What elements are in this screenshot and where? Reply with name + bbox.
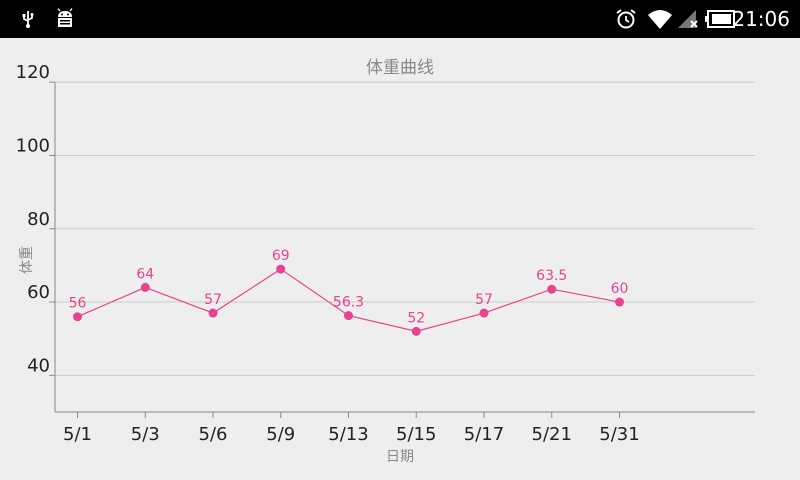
data-point [344, 311, 353, 321]
series-layer [73, 264, 624, 336]
x-tick-label: 5/3 [131, 424, 160, 445]
android-debug-icon [57, 8, 73, 27]
y-tick-label: 120 [16, 62, 50, 83]
usb-icon [22, 11, 34, 28]
x-tick-label: 5/31 [599, 424, 639, 445]
data-label: 69 [272, 248, 290, 264]
status-bar: 21:06 [0, 0, 800, 38]
data-point [615, 297, 624, 307]
weight-chart: 40 60 80 100 120 5/1 5/3 5/6 5/9 5/13 5/15 5/17 5/21… [16, 58, 755, 465]
data-label: 57 [475, 292, 493, 308]
x-tick-label: 5/13 [328, 424, 368, 445]
clock: 21:06 [732, 7, 790, 31]
axis-layer [49, 81, 755, 418]
data-label: 56 [69, 296, 87, 312]
x-axis-title: 日期 [386, 449, 414, 465]
y-tick-label: 40 [27, 355, 50, 376]
no-signal-icon [678, 10, 698, 28]
data-point [73, 312, 82, 322]
x-tick-label: 5/1 [63, 424, 92, 445]
y-tick-label: 100 [16, 135, 50, 156]
y-tick-label: 80 [27, 209, 50, 230]
data-point [411, 326, 421, 336]
data-label: 63.5 [536, 268, 567, 284]
wifi-icon [648, 10, 672, 29]
chart-title: 体重曲线 [366, 58, 434, 78]
data-label: 56.3 [333, 295, 364, 311]
data-point [276, 264, 286, 274]
tick-layer: 40 60 80 100 120 5/1 5/3 5/6 5/9 5/13 5/15 5/17 5/21… [16, 62, 640, 445]
x-tick-label: 5/9 [266, 424, 295, 445]
battery-icon [705, 10, 735, 28]
x-tick-label: 5/6 [199, 424, 228, 445]
alarm-icon [616, 9, 636, 29]
x-tick-label: 5/21 [532, 424, 572, 445]
y-tick-label: 60 [27, 282, 50, 303]
data-label: 64 [136, 266, 154, 282]
x-tick-label: 5/17 [464, 424, 504, 445]
data-point [479, 308, 489, 318]
x-tick-label: 5/15 [396, 424, 436, 445]
data-point [547, 284, 557, 294]
data-point [140, 282, 150, 292]
data-label: 60 [611, 281, 629, 297]
y-axis-title: 体重 [19, 246, 35, 274]
data-label: 57 [204, 292, 222, 308]
grid-layer [55, 81, 755, 376]
chart-panel: 40 60 80 100 120 5/1 5/3 5/6 5/9 5/13 5/15 5/17 5/21… [0, 38, 800, 480]
label-layer: 56 64 57 69 56.3 52 57 63.5 60 [69, 248, 629, 326]
data-label: 52 [407, 310, 425, 326]
data-point [208, 308, 218, 318]
